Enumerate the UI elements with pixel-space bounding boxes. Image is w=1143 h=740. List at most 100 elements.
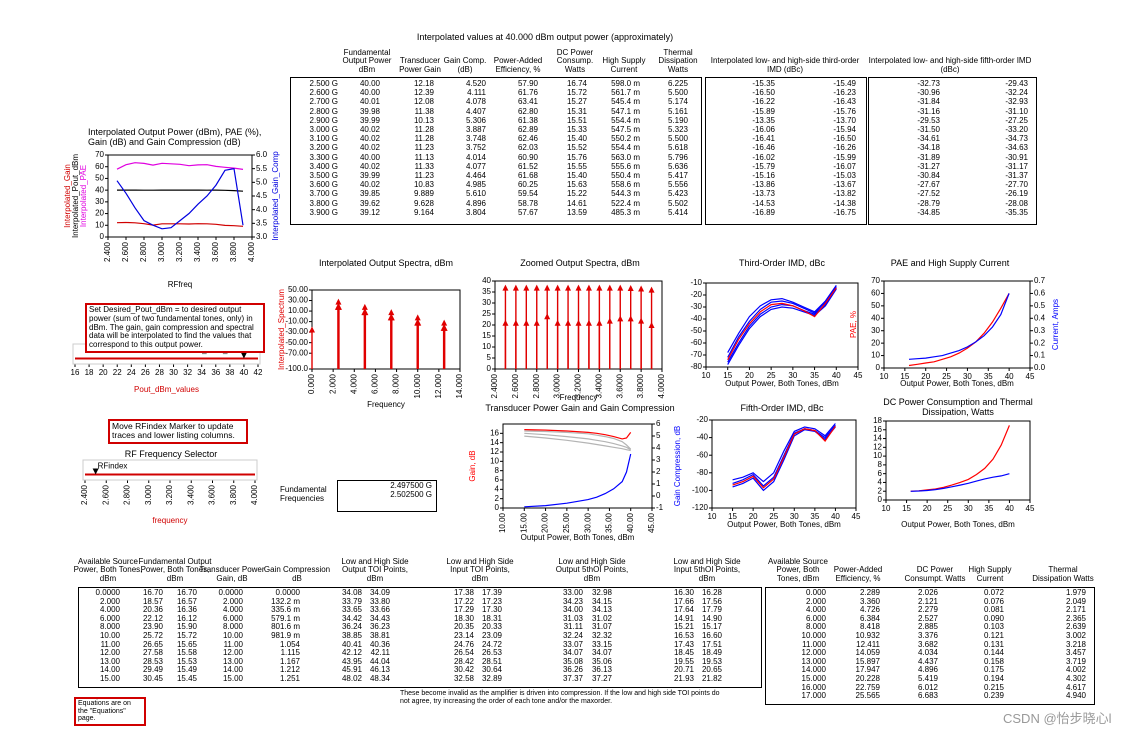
table-cell: -14.38	[833, 198, 856, 208]
table-cell: -27.70	[1005, 180, 1028, 190]
series-name: Interpolated_Gain_Comp	[271, 151, 280, 241]
x-tick-label: 3.800	[229, 241, 238, 262]
table-cell: 48.34	[369, 674, 390, 683]
table-cell: -16.23	[833, 88, 856, 98]
slider-frame	[82, 459, 258, 481]
table-cell: -15.35	[752, 79, 775, 88]
table-cell: 32.98	[591, 588, 612, 597]
plot-frame	[502, 423, 653, 509]
table-cell: -34.73	[1005, 134, 1028, 144]
y-tick-label: 4	[878, 478, 883, 487]
x-tick-label: 3.400	[193, 241, 202, 262]
x-tick-label: 30.00	[583, 512, 592, 533]
y2-axis-label: Current, Amps	[1051, 299, 1060, 350]
x-tick-label: 15.00	[519, 512, 528, 533]
table-box	[765, 587, 1095, 705]
table-cell: 12.00	[99, 648, 120, 658]
y-tick-label: -20	[690, 290, 702, 299]
table-cell: 0.215	[983, 682, 1004, 692]
table-cell: 1.979	[1065, 588, 1086, 597]
table-cell: -30.84	[917, 171, 940, 180]
table-cell: 33.65	[341, 605, 362, 615]
plot-frame	[311, 289, 461, 370]
table-cell: 15.33	[566, 125, 587, 134]
table-cell: 40.02	[359, 134, 380, 144]
table-cell: 11.00	[223, 639, 243, 649]
table-cell: 8.000	[222, 622, 243, 632]
stem-marker	[512, 319, 519, 326]
table-cell: 2.900 G	[309, 115, 338, 125]
table-cell: 0.131	[983, 639, 1004, 649]
y-tick-label: 30	[95, 197, 104, 206]
x-axis-label: Frequency	[367, 400, 405, 409]
table-cell: 15.22	[566, 189, 587, 199]
table-cell: 17.51	[701, 639, 722, 649]
table-cell: 4.014	[465, 152, 486, 162]
table-cell: 30.64	[481, 665, 502, 675]
table-cell: 39.99	[359, 171, 380, 180]
x-tick-label: 3.6000	[615, 373, 624, 398]
table-cell: 3.218	[1065, 639, 1086, 649]
y2-tick-label: -1	[656, 503, 664, 512]
series-line	[117, 189, 244, 192]
table-cell: 4.078	[465, 97, 486, 107]
table-cell: 34.09	[369, 588, 390, 597]
x-axis-label: RFfreq	[168, 280, 192, 289]
table-cell: 485.3 m	[611, 207, 640, 217]
y-tick-label: 50	[871, 301, 880, 310]
table-cell: 5.190	[667, 115, 688, 125]
table-cell: 17.43	[673, 639, 694, 649]
table-cell: 17.29	[453, 605, 474, 615]
x-tick-label: 3.000	[157, 241, 166, 262]
x-tick-label: 4.0000	[657, 373, 666, 398]
table-cell: 2.289	[859, 588, 880, 597]
table-cell: 10.13	[413, 115, 434, 125]
y2-tick-label: 0.3	[1034, 326, 1046, 335]
table-cell: 31.03	[562, 613, 583, 623]
table-cell: 14.00	[222, 665, 243, 675]
table-cell: 12.39	[413, 88, 434, 98]
table-cell: 4.464	[465, 171, 486, 180]
table-cell: 544.3 m	[611, 189, 640, 199]
table-cell: 37.37	[562, 674, 583, 683]
table-cell: -27.25	[1005, 115, 1028, 125]
table-cell: 14.91	[673, 613, 694, 623]
y2-tick-label: 4	[656, 443, 661, 452]
table-cell: 558.6 m	[611, 180, 640, 190]
table-cell: 57.90	[517, 79, 538, 88]
y-tick-label: 6	[878, 469, 883, 478]
table-cell: 19.55	[673, 656, 694, 666]
table-cell: 4.617	[1065, 682, 1086, 692]
table-cell: -27.52	[917, 189, 940, 199]
x-tick-label: 35.00	[605, 512, 614, 533]
table-cell: 15.53	[176, 656, 197, 666]
table-cell: 33.80	[369, 596, 390, 606]
table-cell: 62.46	[517, 134, 538, 144]
table-cell: 30.45	[142, 674, 163, 683]
y-tick-label: -10	[690, 278, 702, 287]
table-cell: 0.194	[983, 674, 1004, 683]
table-cell: 16.70	[142, 588, 163, 597]
table-cell: 16.36	[176, 605, 197, 615]
stem-marker	[441, 324, 448, 331]
column-header: Interpolated low- and high-side third-or…	[710, 56, 860, 75]
y-tick-label: 0	[487, 364, 492, 373]
y-tick-label: -60	[696, 450, 708, 459]
page-title: Interpolated values at 40.000 dBm output…	[416, 32, 674, 42]
stem-marker	[544, 284, 551, 291]
table-cell: -27.67	[917, 180, 940, 190]
table-cell: 18.30	[453, 613, 474, 623]
table-cell: 3.600 G	[309, 180, 338, 190]
table-cell: 16.57	[176, 596, 197, 606]
table-cell: 34.08	[341, 588, 362, 597]
table-cell: 18.49	[701, 648, 722, 658]
stem-marker	[533, 319, 540, 326]
table-cell: -16.43	[833, 97, 856, 107]
stem-marker	[554, 319, 561, 326]
table-cell: 17.64	[673, 605, 694, 615]
x-tick-label: 38	[225, 368, 234, 377]
table-cell: 44.04	[369, 656, 390, 666]
x-tick-label: 45	[1026, 372, 1035, 381]
y-tick-label: 20	[95, 209, 104, 218]
table-cell: 17.79	[701, 605, 722, 615]
